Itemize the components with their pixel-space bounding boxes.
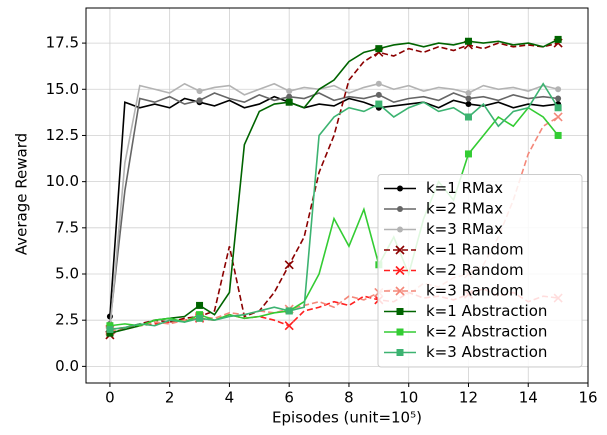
- x-tick-label: 4: [225, 389, 235, 407]
- legend-label: k=3 Random: [426, 282, 524, 300]
- series-marker: [375, 91, 382, 98]
- series-line: [109, 42, 559, 336]
- x-tick-label: 16: [578, 389, 597, 407]
- series-line: [109, 38, 559, 334]
- y-tick-label: 17.5: [46, 34, 79, 52]
- series-marker: [555, 95, 562, 102]
- series-line: [109, 82, 559, 331]
- y-tick-label: 12.5: [46, 126, 79, 144]
- y-tick-label: 2.5: [55, 311, 79, 329]
- x-tick-label: 2: [165, 389, 175, 407]
- series-marker: [284, 321, 294, 331]
- x-tick-label: 0: [105, 389, 115, 407]
- legend-label: k=1 Abstraction: [426, 302, 547, 320]
- y-tick-label: 10.0: [46, 172, 79, 190]
- legend-label: k=3 RMax: [426, 220, 503, 238]
- series-marker: [286, 93, 293, 100]
- series-marker: [196, 97, 203, 104]
- legend-label: k=3 Abstraction: [426, 343, 547, 361]
- y-tick-label: 15.0: [46, 80, 79, 98]
- y-axis-label: Average Reward: [13, 133, 31, 255]
- legend-marker: [397, 226, 403, 233]
- series-marker: [284, 260, 294, 270]
- x-tick-label: 8: [344, 389, 354, 407]
- series-marker: [196, 314, 204, 322]
- y-tick-label: 0.0: [55, 357, 79, 375]
- series-line: [109, 92, 559, 324]
- series-marker: [555, 86, 562, 93]
- series-marker: [285, 307, 293, 315]
- series-marker: [285, 98, 293, 106]
- y-tick-label: 5.0: [55, 265, 79, 283]
- series-marker: [375, 45, 383, 53]
- series-line: [109, 95, 559, 317]
- series-marker: [196, 311, 204, 319]
- series-marker: [465, 101, 472, 108]
- series-marker: [196, 88, 203, 95]
- x-tick-label: 12: [459, 389, 478, 407]
- series-marker: [286, 88, 293, 95]
- legend-marker: [397, 206, 403, 212]
- series-marker: [554, 104, 562, 112]
- series-marker: [464, 150, 472, 158]
- series-marker: [464, 113, 472, 121]
- series-marker: [375, 100, 383, 108]
- legend: k=1 RMax k=2 RMax k=3 RMax k=1 Random k=2 Ra…: [377, 174, 583, 368]
- legend-marker: [396, 349, 404, 356]
- x-axis-label: Episodes (unit=10⁵): [272, 409, 422, 427]
- series-marker: [465, 89, 472, 96]
- series-marker: [465, 95, 472, 102]
- series-marker: [196, 301, 204, 309]
- series-marker: [554, 35, 562, 43]
- legend-label: k=2 RMax: [426, 200, 503, 218]
- series-marker: [554, 131, 562, 139]
- series-marker: [106, 325, 114, 333]
- x-tick-label: 6: [284, 389, 294, 407]
- legend-marker: [395, 265, 405, 276]
- legend-marker: [397, 185, 403, 192]
- plot-frame: [85, 7, 589, 384]
- legend-marker: [395, 245, 405, 255]
- legend-label: k=2 Abstraction: [426, 323, 547, 341]
- legend-label: k=1 Random: [426, 241, 524, 259]
- legend-marker: [396, 328, 404, 336]
- series-marker: [106, 322, 114, 330]
- x-tick-label: 14: [519, 389, 538, 407]
- legend-marker: [395, 286, 405, 296]
- x-tick-label: 10: [399, 389, 418, 407]
- series-line: [109, 82, 559, 330]
- legend-box: [377, 174, 583, 368]
- series-marker: [106, 329, 114, 337]
- legend-marker: [396, 308, 404, 315]
- legend-label: k=1 RMax: [426, 179, 503, 197]
- legend-label: k=2 Random: [426, 261, 524, 279]
- series-marker: [553, 112, 563, 122]
- series-marker: [464, 37, 472, 45]
- series-marker: [375, 80, 382, 87]
- y-tick-label: 7.5: [55, 218, 79, 236]
